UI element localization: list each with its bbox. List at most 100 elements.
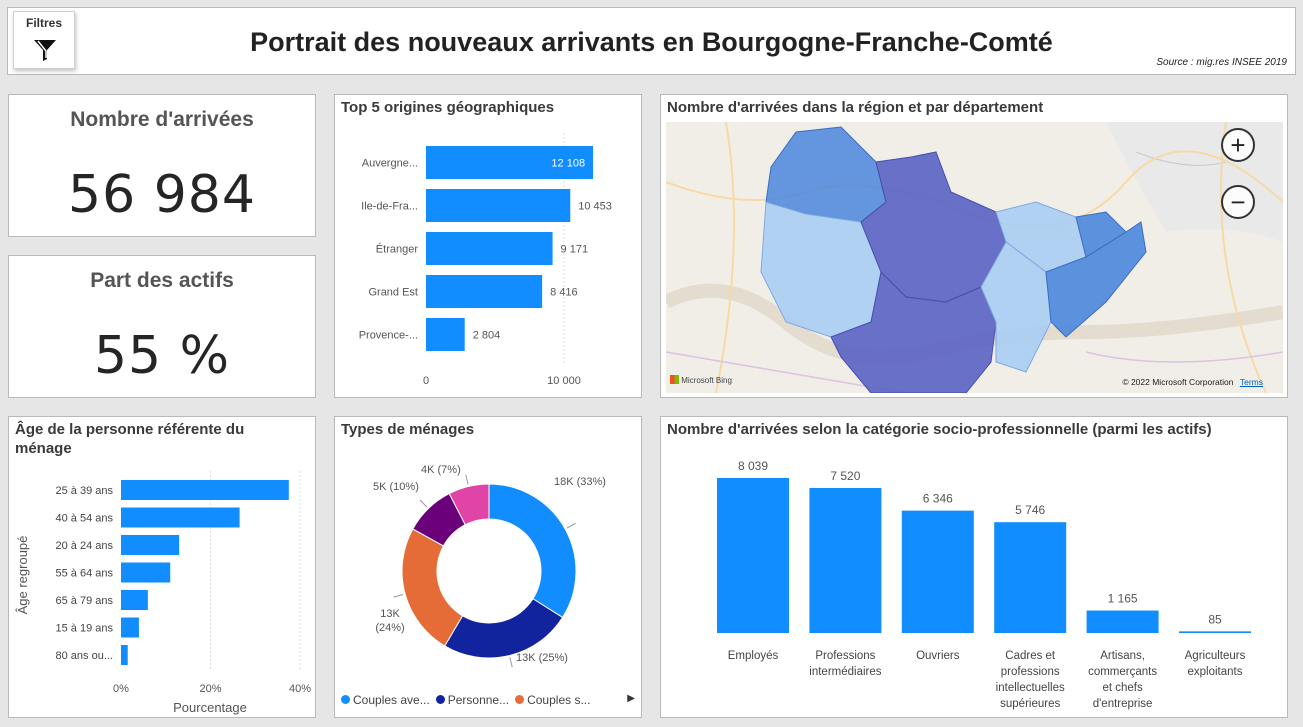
slice-label: 13K (25%) — [516, 652, 568, 664]
donut-slice — [488, 483, 577, 619]
tick-label: 0 — [423, 375, 429, 387]
legend-item[interactable]: Couples ave... — [341, 693, 430, 707]
map-attribution: © 2022 Microsoft Corporation Terms — [1122, 377, 1263, 387]
bar — [1086, 610, 1159, 633]
slice-label: 5K (10%) — [373, 481, 419, 493]
map-canvas[interactable]: Microsoft Bing © 2022 Microsoft Corporat… — [666, 122, 1283, 393]
legend-dot-icon — [515, 695, 525, 704]
legend-label: Couples ave... — [353, 693, 430, 707]
csp-title: Nombre d'arrivées selon la catégorie soc… — [667, 421, 1212, 438]
data-label: 1 165 — [1108, 592, 1138, 606]
category-label: 25 à 39 ans — [56, 485, 114, 497]
leader-line — [393, 593, 404, 598]
category-label: Étranger — [376, 243, 419, 256]
data-label: 7 520 — [830, 469, 860, 483]
legend-dot-icon — [341, 695, 350, 704]
plus-icon: + — [1230, 130, 1246, 160]
kpi-actifs-value: 55 % — [93, 326, 231, 386]
funnel-icon — [34, 40, 56, 61]
bar — [426, 275, 543, 308]
legend-item[interactable]: Couples s... — [515, 693, 590, 707]
legend-item[interactable]: Personne... — [435, 693, 510, 707]
category-label: 65 à 79 ans — [56, 595, 114, 607]
leader-line — [465, 474, 469, 485]
zoom-out-button[interactable]: − — [1221, 185, 1255, 219]
bar — [809, 488, 882, 633]
filters-label: Filtres — [25, 16, 62, 30]
bing-label: Microsoft Bing — [681, 376, 732, 385]
category-label: intermédiaires — [809, 666, 881, 678]
donut-slice — [401, 528, 464, 647]
legend-label: Personne... — [447, 693, 510, 707]
slice-label: 13K (24%) — [375, 608, 404, 634]
filters-button[interactable]: Filtres — [13, 11, 75, 69]
category-label: Professions — [815, 650, 875, 662]
category-label: Auvergne... — [362, 158, 418, 170]
y-axis-title: Âge regroupé — [15, 536, 30, 615]
category-label: 20 à 24 ans — [56, 540, 114, 552]
donut-slice — [448, 483, 490, 526]
category-label: Cadres et — [1005, 650, 1056, 662]
category-label: Agriculteurs — [1185, 650, 1246, 662]
menages-title: Types de ménages — [341, 421, 475, 438]
menages-legend: Couples ave... Personne... Couples s... — [341, 693, 596, 707]
kpi-arrivals-card: Nombre d'arrivées 56 984 — [8, 94, 316, 237]
windows-icon — [670, 375, 679, 384]
tick-label: 40% — [289, 683, 311, 695]
category-label: exploitants — [1188, 666, 1243, 678]
slice-label: 18K (33%) — [554, 476, 606, 488]
department-map — [666, 122, 1283, 393]
source-note: Source : mig.res INSEE 2019 — [1156, 57, 1287, 68]
bar — [426, 318, 465, 351]
copyright-text: © 2022 Microsoft Corporation — [1122, 377, 1234, 387]
data-label: 8 416 — [550, 287, 578, 299]
category-label: 80 ans ou... — [56, 650, 114, 662]
bar — [426, 146, 594, 179]
data-label: 85 — [1208, 612, 1222, 626]
bar — [121, 480, 289, 500]
terms-link[interactable]: Terms — [1239, 377, 1263, 387]
legend-next-arrow[interactable]: ▶ — [627, 693, 635, 704]
tick-label: 10 000 — [547, 375, 581, 387]
bar — [121, 617, 139, 638]
slice-label: 4K (7%) — [421, 464, 461, 476]
map-title: Nombre d'arrivées dans la région et par … — [667, 99, 1044, 116]
bar — [121, 535, 180, 555]
category-label: intellectuelles — [996, 682, 1065, 694]
bar — [426, 189, 571, 222]
bar — [1179, 631, 1251, 633]
bar — [426, 232, 553, 265]
category-label: Grand Est — [368, 287, 418, 299]
bar — [121, 590, 148, 610]
category-label: Artisans, — [1100, 650, 1145, 662]
bar — [121, 507, 240, 528]
data-label: 2 804 — [473, 330, 501, 342]
category-label: Employés — [728, 650, 779, 662]
csp-chart: 8 039 Employés 7 520 Professions intermédiai… — [717, 459, 1251, 710]
age-chart: 0% 20% 40% 25 à 39 ans 40 à 54 ans 20 à 24 an… — [15, 471, 311, 715]
donut-slice — [444, 598, 564, 659]
age-panel: Âge de la personne référente du ménage 0… — [8, 416, 316, 718]
kpi-arrivals-value: 56 984 — [68, 165, 256, 225]
leader-line — [509, 657, 513, 668]
category-label: Ouvriers — [916, 650, 960, 662]
category-label: professions — [1001, 666, 1060, 678]
kpi-actifs-title: Part des actifs — [90, 269, 234, 292]
minus-icon: − — [1230, 187, 1246, 217]
legend-label: Couples s... — [527, 693, 591, 707]
zoom-in-button[interactable]: + — [1221, 128, 1255, 162]
map-panel: Nombre d'arrivées dans la région et par … — [660, 94, 1288, 398]
tick-label: 20% — [199, 683, 221, 695]
top5-title: Top 5 origines géographiques — [341, 99, 555, 116]
data-label: 5 746 — [1015, 503, 1045, 517]
data-label: 12 108 — [551, 158, 585, 170]
data-label: 9 171 — [561, 244, 589, 256]
header-panel: Portrait des nouveaux arrivants en Bourg… — [7, 7, 1296, 75]
data-label: 10 453 — [578, 201, 612, 213]
category-label: commerçants — [1088, 666, 1157, 678]
data-label: 8 039 — [738, 459, 768, 473]
page-title: Portrait des nouveaux arrivants en Bourg… — [250, 27, 1053, 57]
category-label: Provence-... — [359, 330, 418, 342]
kpi-arrivals-title: Nombre d'arrivées — [70, 108, 254, 131]
leader-line — [566, 522, 576, 529]
